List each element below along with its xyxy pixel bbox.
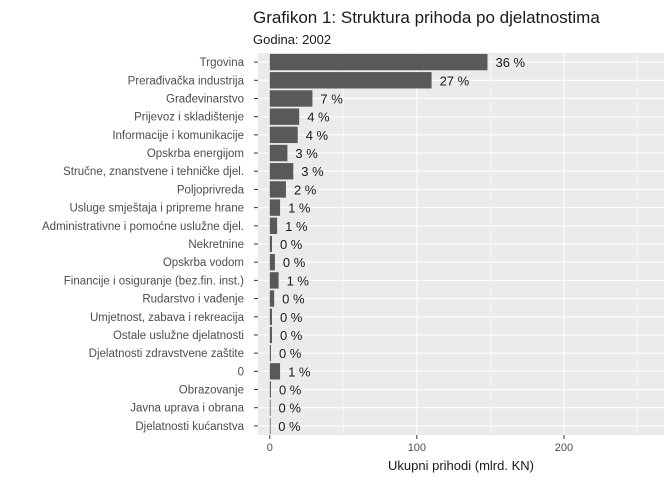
data-label: 1 % bbox=[285, 219, 308, 234]
category-label: Informacije i komunikacije bbox=[112, 130, 244, 142]
bar bbox=[269, 126, 298, 144]
category-label: Prerađivačka industrija bbox=[128, 75, 245, 87]
bar bbox=[269, 381, 271, 398]
bar bbox=[269, 181, 286, 198]
category-label: Rudarstvo i vađenje bbox=[142, 294, 244, 306]
data-labels-layer: 36 % 27 % 7 % 4 % 4 % 3 % 3 % 2 % 1 % 1 % 0 % 0 % 1 … bbox=[278, 55, 525, 434]
bar bbox=[269, 144, 288, 162]
bar bbox=[269, 199, 281, 216]
data-label: 1 % bbox=[288, 364, 311, 379]
data-label: 0 % bbox=[279, 346, 302, 361]
data-label: 1 % bbox=[287, 273, 310, 288]
category-label: Opskrba energijom bbox=[147, 148, 244, 160]
category-label: Stručne, znanstvene i tehničke djel. bbox=[63, 166, 244, 178]
category-label: Građevinarstvo bbox=[166, 93, 244, 105]
data-label: 4 % bbox=[306, 128, 329, 143]
category-label: Usluge smještaja i pripreme hrane bbox=[70, 203, 245, 215]
category-label: Javna uprava i obrana bbox=[130, 403, 244, 415]
data-label: 0 % bbox=[280, 310, 303, 325]
bar bbox=[269, 344, 271, 362]
data-label: 27 % bbox=[440, 73, 470, 88]
data-label: 0 % bbox=[278, 419, 301, 434]
bars-layer bbox=[269, 53, 488, 435]
x-tick-label: 100 bbox=[408, 442, 426, 454]
data-label: 3 % bbox=[295, 146, 318, 161]
grid-layer bbox=[258, 53, 664, 435]
data-label: 0 % bbox=[279, 383, 302, 398]
data-label: 0 % bbox=[279, 401, 302, 416]
category-label: Prijevoz i skladištenje bbox=[134, 112, 244, 124]
data-label: 0 % bbox=[282, 292, 305, 307]
data-label: 0 % bbox=[280, 237, 303, 252]
bar bbox=[269, 235, 272, 253]
bar bbox=[269, 108, 300, 125]
bar bbox=[269, 308, 272, 325]
category-label: Financije i osiguranje (bez.fin. inst.) bbox=[64, 275, 244, 287]
data-label: 3 % bbox=[301, 164, 324, 179]
data-label: 1 % bbox=[288, 201, 311, 216]
bar bbox=[269, 272, 279, 289]
data-label: 0 % bbox=[283, 255, 306, 270]
data-label: 4 % bbox=[307, 110, 330, 125]
category-label: Obrazovanje bbox=[179, 385, 244, 397]
category-label: Djelatnosti kućanstva bbox=[135, 421, 244, 433]
category-label: Poljoprivreda bbox=[177, 184, 245, 196]
category-label: Umjetnost, zabava i rekreacija bbox=[90, 312, 245, 324]
data-label: 2 % bbox=[294, 182, 317, 197]
category-label: 0 bbox=[238, 366, 244, 378]
bar bbox=[269, 326, 272, 344]
x-axis-tick-labels: 0 100 200 bbox=[267, 435, 573, 454]
category-label: Opskrba vodom bbox=[163, 257, 244, 269]
data-label: 36 % bbox=[495, 55, 525, 70]
category-label: Administrativne i pomoćne uslužne djel. bbox=[42, 221, 244, 233]
chart-title: Grafikon 1: Struktura prihoda po djelatn… bbox=[253, 8, 600, 27]
y-axis-category-labels: Trgovina Prerađivačka industrija Građevina… bbox=[42, 57, 258, 433]
bar bbox=[269, 163, 294, 180]
x-tick-label: 200 bbox=[555, 442, 573, 454]
category-label: Nekretnine bbox=[188, 239, 244, 251]
x-tick-label: 0 bbox=[267, 442, 273, 454]
bar bbox=[269, 90, 313, 107]
bar bbox=[269, 72, 432, 89]
bar bbox=[269, 217, 278, 234]
bar bbox=[269, 254, 275, 271]
x-axis-title: Ukupni prihodi (mlrd. KN) bbox=[388, 458, 534, 473]
category-label: Djelatnosti zdravstvene zaštite bbox=[89, 348, 244, 360]
bar bbox=[269, 53, 488, 71]
chart-subtitle: Godina: 2002 bbox=[253, 32, 331, 47]
data-label: 7 % bbox=[320, 91, 343, 106]
category-label: Trgovina bbox=[200, 57, 245, 69]
bar bbox=[269, 363, 281, 380]
data-label: 0 % bbox=[280, 328, 303, 343]
bar bbox=[269, 417, 271, 435]
category-label: Ostale uslužne djelatnosti bbox=[113, 330, 244, 342]
bar bbox=[269, 399, 271, 416]
bar bbox=[269, 290, 275, 307]
